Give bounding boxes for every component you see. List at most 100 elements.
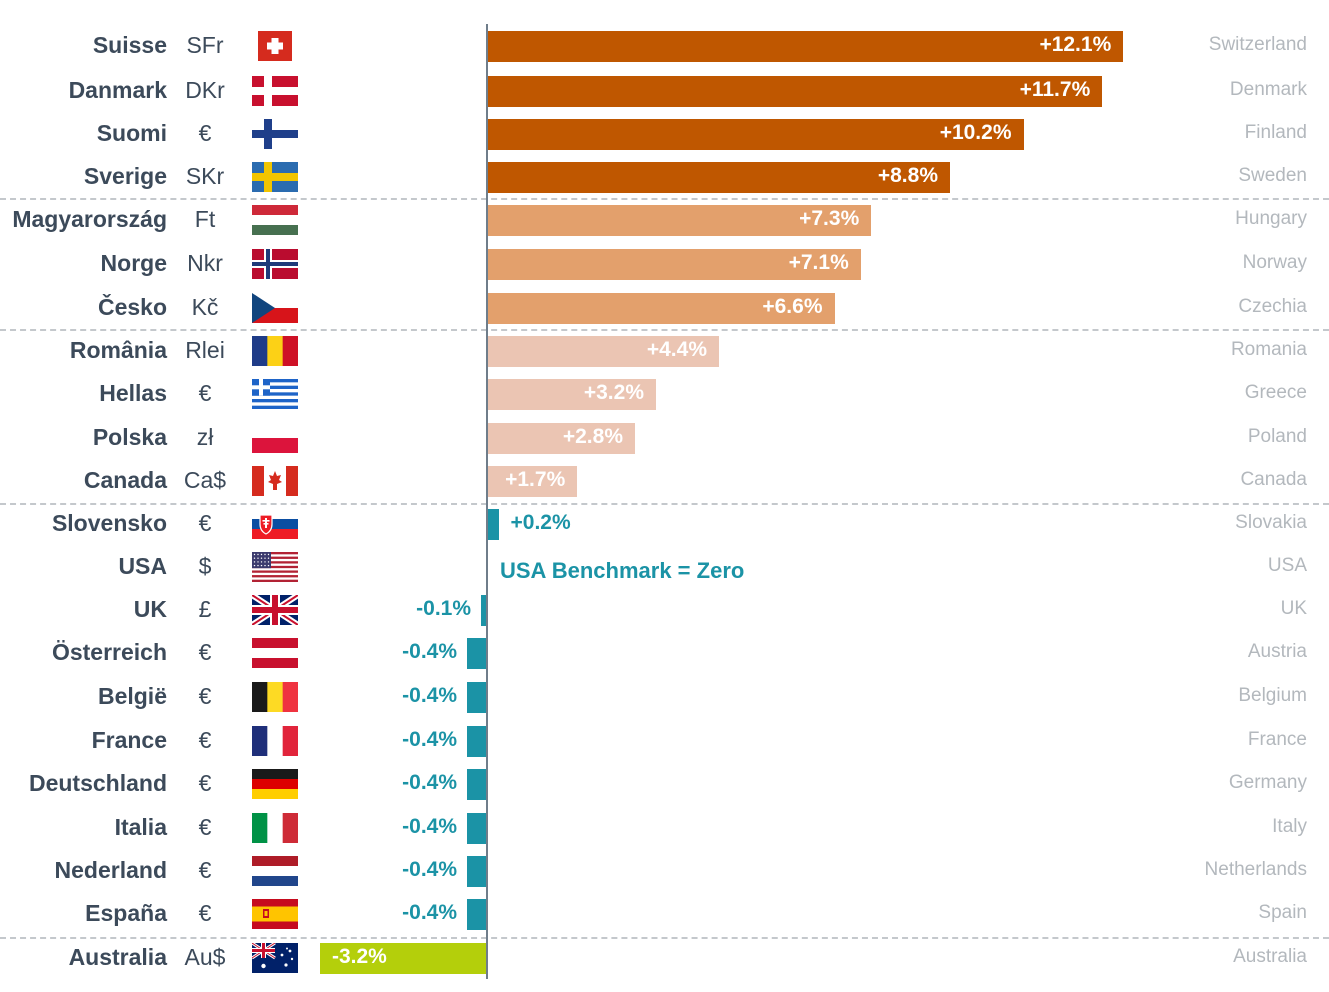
country-native-name: France <box>91 727 167 753</box>
bar <box>467 855 488 887</box>
currency-symbol: Au$ <box>184 944 226 970</box>
country-english-name: France <box>1247 729 1307 750</box>
country-native-name: Slovensko <box>51 510 167 536</box>
country-english-name: Spain <box>1258 902 1307 923</box>
country-english-name: Greece <box>1244 382 1307 403</box>
country-english-name: Italy <box>1272 816 1307 837</box>
data-label: +7.3% <box>799 207 860 230</box>
data-label: -0.4% <box>402 684 457 707</box>
currency-symbol: € <box>198 639 212 665</box>
country-english-name: Sweden <box>1238 165 1307 186</box>
belgium-flag-icon <box>252 682 298 712</box>
currency-symbol: € <box>198 683 212 709</box>
poland-flag-icon <box>252 423 298 453</box>
data-label: -3.2% <box>332 945 387 968</box>
data-label: +8.8% <box>877 164 938 187</box>
country-english-name: USA <box>1267 555 1307 576</box>
data-label: +0.2% <box>510 511 571 534</box>
bar <box>467 768 488 800</box>
country-native-name: Nederland <box>54 857 167 883</box>
slovakia-flag-icon <box>252 509 298 539</box>
country-english-name: Norway <box>1242 252 1307 273</box>
hungary-flag-icon <box>252 205 298 235</box>
data-label: +11.7% <box>1019 78 1091 101</box>
data-label: +1.7% <box>505 468 566 491</box>
bar <box>467 681 488 713</box>
bar <box>467 725 488 757</box>
bar <box>488 508 499 540</box>
data-label: +7.1% <box>788 251 849 274</box>
currency-symbol: € <box>198 380 212 406</box>
country-english-name: Finland <box>1244 122 1307 143</box>
currency-symbol: Ft <box>194 206 216 232</box>
country-native-name: España <box>85 900 167 926</box>
data-label: -0.4% <box>402 815 457 838</box>
australia-flag-icon <box>252 943 298 973</box>
canada-flag-icon <box>252 466 298 496</box>
netherlands-flag-icon <box>252 856 298 886</box>
bar <box>320 942 488 974</box>
country-native-name: Polska <box>92 424 167 450</box>
italy-flag-icon <box>252 813 298 843</box>
france-flag-icon <box>252 726 298 756</box>
currency-symbol: Ca$ <box>183 467 227 493</box>
country-english-name: Hungary <box>1235 208 1307 229</box>
data-label: +6.6% <box>762 295 823 318</box>
country-english-name: Australia <box>1233 946 1307 967</box>
country-native-name: Hellas <box>99 380 167 406</box>
spain-flag-icon <box>252 899 298 929</box>
data-label: +4.4% <box>646 338 707 361</box>
currency-symbol: € <box>198 120 212 146</box>
country-english-name: Belgium <box>1238 685 1307 706</box>
data-label: -0.4% <box>402 771 457 794</box>
country-english-name: Poland <box>1247 426 1307 447</box>
currency-symbol: SFr <box>186 32 224 58</box>
austria-flag-icon <box>252 638 298 668</box>
currency-symbol: € <box>198 510 212 536</box>
currency-symbol: € <box>198 900 212 926</box>
country-english-name: Switzerland <box>1208 34 1307 55</box>
bar <box>488 465 578 497</box>
bar <box>488 378 656 410</box>
bar <box>467 637 488 669</box>
bar <box>488 422 635 454</box>
bar <box>488 204 872 236</box>
country-native-name: România <box>69 337 167 363</box>
data-label: -0.4% <box>402 728 457 751</box>
country-english-name: Canada <box>1240 469 1307 490</box>
currency-symbol: € <box>198 814 212 840</box>
currency-symbol: SKr <box>185 163 225 189</box>
country-english-name: Austria <box>1247 641 1307 662</box>
bar <box>488 292 835 324</box>
country-native-name: Canada <box>83 467 167 493</box>
country-native-name: Suomi <box>96 120 167 146</box>
country-native-name: Česko <box>97 294 167 320</box>
country-english-name: Slovakia <box>1235 512 1307 533</box>
country-english-name: Germany <box>1228 772 1307 793</box>
country-english-name: Netherlands <box>1204 859 1307 880</box>
currency-symbol: € <box>198 770 212 796</box>
country-english-name: Romania <box>1230 339 1307 360</box>
country-native-name: Österreich <box>51 639 167 665</box>
germany-flag-icon <box>252 769 298 799</box>
romania-flag-icon <box>252 336 298 366</box>
country-native-name: Danmark <box>68 77 167 103</box>
currency-symbol: zł <box>196 424 214 450</box>
country-native-name: Suisse <box>92 32 167 58</box>
zero-axis-line <box>486 24 488 979</box>
currency-symbol: Kč <box>191 294 219 320</box>
group-separator <box>0 198 1329 200</box>
sweden-flag-icon <box>252 162 298 192</box>
bar <box>467 812 488 844</box>
country-english-name: Denmark <box>1229 79 1307 100</box>
bar <box>481 594 488 626</box>
currency-symbol: DKr <box>185 77 225 103</box>
country-english-name: UK <box>1280 598 1307 619</box>
currency-symbol: € <box>198 857 212 883</box>
greece-flag-icon <box>252 379 298 409</box>
data-label: +3.2% <box>583 381 644 404</box>
country-english-name: Czechia <box>1238 296 1307 317</box>
currency-symbol: € <box>198 727 212 753</box>
currency-symbol: £ <box>198 596 212 622</box>
